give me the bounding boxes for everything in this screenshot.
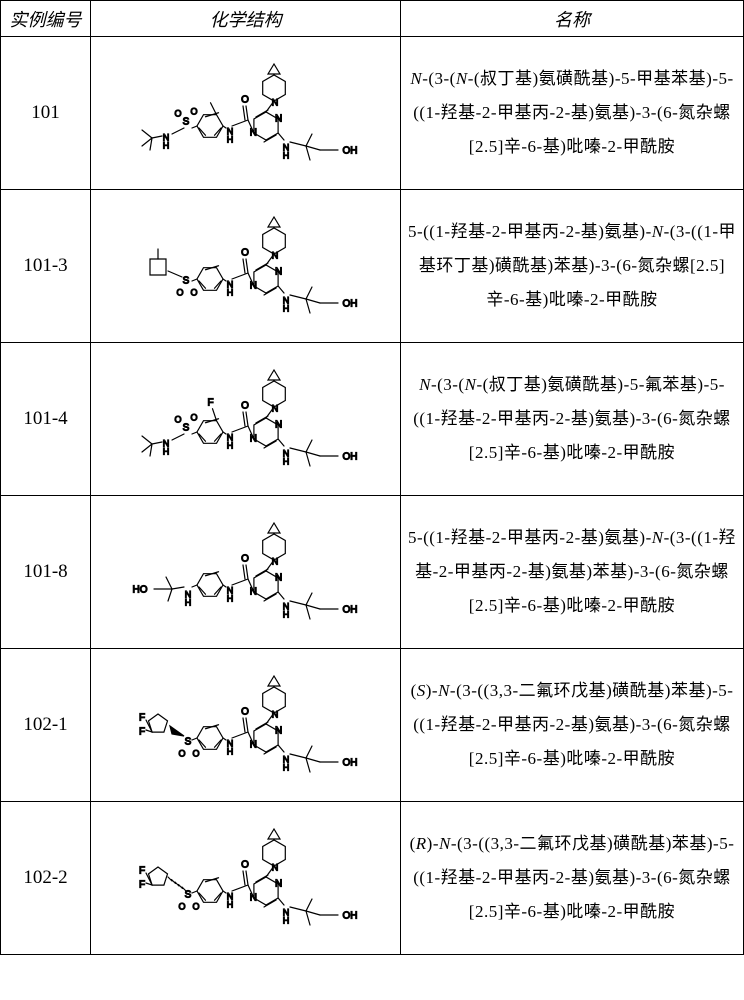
svg-text:O: O — [178, 748, 185, 758]
header-structure: 化学结构 — [91, 1, 401, 37]
chemical-structure-diagram: NNNONHNHOHSOOFF — [95, 808, 396, 948]
svg-text:F: F — [207, 397, 213, 408]
row-id: 101 — [1, 37, 91, 190]
chemical-structure-diagram: NNNONHNHOHSOONH — [95, 43, 396, 183]
compound-name: (S)-N-(3-((3,3-二氟环戊基)磺酰基)苯基)-5-((1-羟基-2-… — [401, 649, 744, 802]
svg-text:S: S — [182, 117, 189, 128]
svg-text:H: H — [162, 446, 169, 456]
chemical-structure-diagram: NNNONHNHOHSOONHF — [95, 349, 396, 489]
svg-text:F: F — [138, 880, 144, 891]
chemical-structure: NNNONHNHOHSOOFF — [91, 802, 401, 955]
svg-text:OH: OH — [342, 299, 357, 310]
svg-text:O: O — [192, 901, 199, 911]
svg-text:HO: HO — [132, 585, 147, 596]
chemical-structure: NNNONHNHOHNHHO — [91, 496, 401, 649]
svg-text:N: N — [271, 97, 278, 107]
svg-text:H: H — [184, 597, 191, 607]
svg-text:O: O — [241, 707, 249, 718]
table-row: 101-4 NNNONHNHOHSOONHF N-(3-(N-(叔丁基)氨磺酰基… — [1, 343, 744, 496]
svg-text:S: S — [184, 737, 191, 748]
svg-text:H: H — [282, 609, 289, 619]
table-row: 102-2 NNNONHNHOHSOOFF (R)-N-(3-((3,3-二氟环… — [1, 802, 744, 955]
svg-text:H: H — [226, 593, 233, 603]
chemical-structure-diagram: NNNONHNHOHSOOFF — [95, 655, 396, 795]
svg-text:H: H — [282, 456, 289, 466]
svg-text:N: N — [271, 556, 278, 566]
svg-text:H: H — [226, 134, 233, 144]
svg-text:H: H — [282, 303, 289, 313]
svg-text:O: O — [176, 287, 183, 297]
row-id: 101-4 — [1, 343, 91, 496]
compound-name: 5-((1-羟基-2-甲基丙-2-基)氨基)-N-(3-((1-甲基环丁基)磺酰… — [401, 190, 744, 343]
svg-text:OH: OH — [342, 911, 357, 922]
svg-text:F: F — [138, 713, 144, 724]
compound-name: (R)-N-(3-((3,3-二氟环戊基)磺酰基)苯基)-5-((1-羟基-2-… — [401, 802, 744, 955]
svg-text:O: O — [241, 248, 249, 259]
svg-text:N: N — [274, 726, 281, 737]
svg-text:H: H — [282, 150, 289, 160]
svg-text:F: F — [138, 727, 144, 738]
table-row: 101 NNNONHNHOHSOONH N-(3-(N-(叔丁基)氨磺酰基)-5… — [1, 37, 744, 190]
table-row: 102-1 NNNONHNHOHSOOFF (S)-N-(3-((3,3-二氟环… — [1, 649, 744, 802]
svg-text:N: N — [271, 250, 278, 260]
chemical-structure: NNNONHNHOHSOONHF — [91, 343, 401, 496]
svg-text:O: O — [190, 287, 197, 297]
chemical-structure-diagram: NNNONHNHOHNHHO — [95, 502, 396, 642]
table-row: 101-8 NNNONHNHOHNHHO 5-((1-羟基-2-甲基丙-2-基)… — [1, 496, 744, 649]
svg-text:S: S — [182, 276, 189, 287]
svg-text:H: H — [162, 140, 169, 150]
compound-name: 5-((1-羟基-2-甲基丙-2-基)氨基)-N-(3-((1-羟基-2-甲基丙… — [401, 496, 744, 649]
chemical-structure: NNNONHNHOHSOONH — [91, 37, 401, 190]
compound-name: N-(3-(N-(叔丁基)氨磺酰基)-5-氟苯基)-5-((1-羟基-2-甲基丙… — [401, 343, 744, 496]
svg-text:N: N — [274, 573, 281, 584]
table-row: 101-3 NNNONHNHOHSOO 5-((1-羟基-2-甲基丙-2-基)氨… — [1, 190, 744, 343]
svg-text:N: N — [274, 879, 281, 890]
svg-text:N: N — [274, 267, 281, 278]
row-id: 101-8 — [1, 496, 91, 649]
svg-text:H: H — [282, 915, 289, 925]
svg-text:H: H — [226, 746, 233, 756]
svg-text:O: O — [190, 106, 197, 116]
svg-text:N: N — [274, 420, 281, 431]
svg-text:N: N — [274, 114, 281, 125]
svg-text:H: H — [226, 899, 233, 909]
svg-text:O: O — [241, 860, 249, 871]
svg-text:N: N — [271, 709, 278, 719]
svg-text:N: N — [271, 862, 278, 872]
compound-name: N-(3-(N-(叔丁基)氨磺酰基)-5-甲基苯基)-5-((1-羟基-2-甲基… — [401, 37, 744, 190]
row-id: 102-2 — [1, 802, 91, 955]
chemical-structure: NNNONHNHOHSOO — [91, 190, 401, 343]
svg-text:O: O — [174, 108, 181, 118]
chemical-structure-diagram: NNNONHNHOHSOO — [95, 196, 396, 336]
svg-text:H: H — [226, 440, 233, 450]
svg-text:O: O — [241, 554, 249, 565]
header-name: 名称 — [401, 1, 744, 37]
table-header-row: 实例编号 化学结构 名称 — [1, 1, 744, 37]
compound-table: 实例编号 化学结构 名称 101 NNNONHNHOHSOONH N-(3-(N… — [0, 0, 744, 955]
svg-text:OH: OH — [342, 605, 357, 616]
svg-text:O: O — [241, 95, 249, 106]
svg-text:OH: OH — [342, 758, 357, 769]
chemical-structure: NNNONHNHOHSOOFF — [91, 649, 401, 802]
svg-text:O: O — [192, 748, 199, 758]
svg-text:O: O — [178, 901, 185, 911]
svg-text:S: S — [182, 423, 189, 434]
svg-text:O: O — [241, 401, 249, 412]
svg-text:N: N — [271, 403, 278, 413]
svg-text:H: H — [226, 287, 233, 297]
header-id: 实例编号 — [1, 1, 91, 37]
svg-text:O: O — [174, 414, 181, 424]
row-id: 102-1 — [1, 649, 91, 802]
svg-text:O: O — [190, 412, 197, 422]
svg-text:OH: OH — [342, 452, 357, 463]
row-id: 101-3 — [1, 190, 91, 343]
svg-text:OH: OH — [342, 146, 357, 157]
svg-text:F: F — [138, 866, 144, 877]
svg-text:H: H — [282, 762, 289, 772]
